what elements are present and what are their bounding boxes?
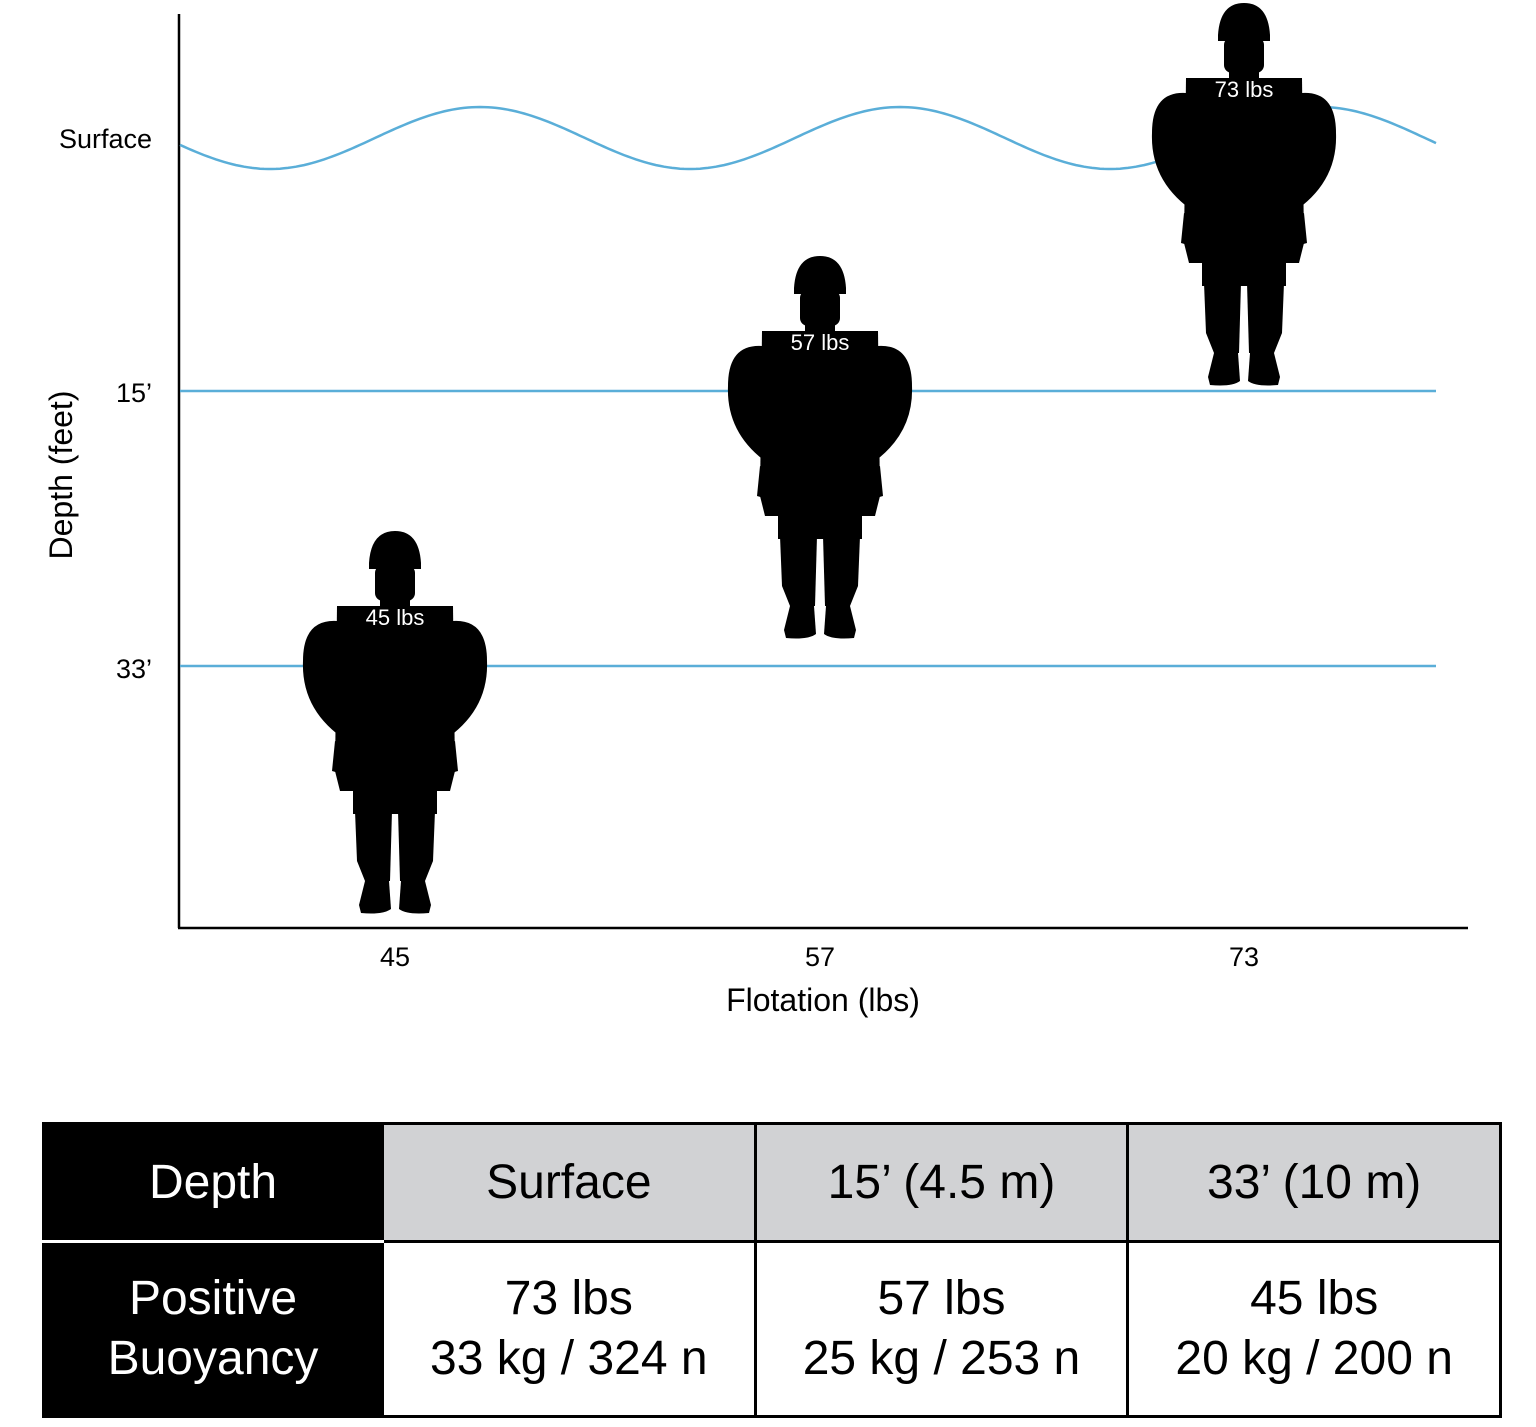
table-header-cell: Surface (381, 1122, 757, 1243)
data-label-73lbs: 73 lbs (1215, 77, 1274, 102)
y-tick-label-15ft: 15’ (116, 378, 152, 408)
table-cell: 57 lbs 25 kg / 253 n (753, 1240, 1130, 1418)
data-point-57lbs: 57 lbs (727, 256, 913, 639)
x-tick-label-45: 45 (380, 942, 410, 972)
row-label-line1: Positive (128, 1272, 298, 1325)
flotation-depth-chart: Surface 15’ 33’ Depth (feet) 45 57 73 Fl… (43, 3, 1468, 1018)
buoyancy-metric: 25 kg / 253 n (802, 1332, 1081, 1385)
table-row-header-depth: Depth (42, 1122, 384, 1243)
table-cell: 73 lbs 33 kg / 324 n (381, 1240, 757, 1418)
table-header-cell: 15’ (4.5 m) (753, 1122, 1130, 1243)
table-row-header-buoyancy: Positive Buoyancy (42, 1240, 384, 1418)
y-tick-label-surface: Surface (59, 124, 152, 154)
depth-value: 33’ (10 m) (1207, 1155, 1422, 1209)
x-axis-label: Flotation (lbs) (726, 982, 920, 1018)
data-point-73lbs: 73 lbs (1151, 3, 1337, 386)
buoyancy-lbs: 73 lbs (504, 1272, 633, 1325)
data-label-57lbs: 57 lbs (791, 330, 850, 355)
header-label: Depth (148, 1155, 278, 1209)
buoyancy-metric: 20 kg / 200 n (1175, 1332, 1453, 1385)
table-cell: 45 lbs 20 kg / 200 n (1126, 1240, 1502, 1418)
data-point-45lbs: 45 lbs (302, 531, 488, 914)
buoyancy-metric: 33 kg / 324 n (430, 1332, 708, 1385)
buoyancy-lbs: 57 lbs (877, 1272, 1006, 1325)
y-tick-label-33ft: 33’ (116, 654, 152, 684)
y-axis-label: Depth (feet) (43, 391, 79, 560)
row-label-line2: Buoyancy (107, 1332, 319, 1385)
table-row: Positive Buoyancy 73 lbs 33 kg / 324 n 5… (42, 1240, 1502, 1418)
buoyancy-table: Depth Surface 15’ (4.5 m) 33’ (10 m) Pos… (42, 1122, 1502, 1418)
depth-value: Surface (486, 1155, 652, 1209)
table-header-cell: 33’ (10 m) (1126, 1122, 1502, 1243)
data-points: 45 lbs 57 lbs 73 lbs (302, 3, 1337, 914)
buoyancy-lbs: 45 lbs (1250, 1272, 1379, 1325)
x-tick-label-73: 73 (1229, 942, 1259, 972)
data-label-45lbs: 45 lbs (366, 605, 425, 630)
x-tick-label-57: 57 (805, 942, 835, 972)
depth-value: 15’ (4.5 m) (827, 1155, 1056, 1209)
table-header-row: Depth Surface 15’ (4.5 m) 33’ (10 m) (42, 1122, 1502, 1243)
